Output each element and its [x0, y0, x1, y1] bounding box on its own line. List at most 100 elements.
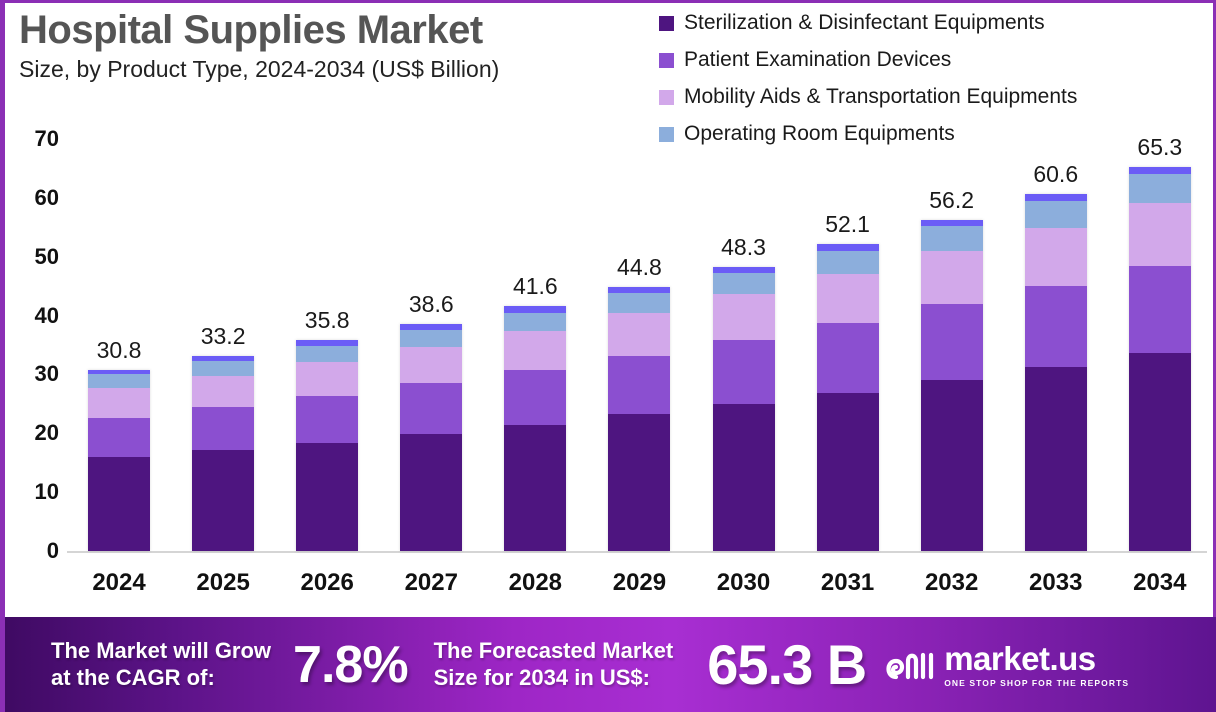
bar-segment[interactable]: [712, 340, 775, 405]
stacked-bar[interactable]: [712, 266, 775, 551]
x-axis-tick-label: 2025: [196, 569, 250, 596]
bar-segment[interactable]: [712, 273, 775, 295]
legend-item-label: Patient Examination Devices: [684, 48, 952, 71]
cagr-label-line1: The Market will Grow: [51, 637, 272, 663]
bar-segment[interactable]: [920, 220, 983, 227]
bar-column[interactable]: 56.2: [900, 121, 1004, 551]
bar-segment[interactable]: [920, 379, 983, 551]
bar-column[interactable]: 38.6: [379, 121, 483, 551]
bar-column[interactable]: 52.1: [796, 121, 900, 551]
stacked-bar[interactable]: [296, 340, 359, 551]
bar-segment[interactable]: [504, 312, 567, 331]
legend-item[interactable]: Mobility Aids & Transportation Equipment…: [659, 83, 1215, 111]
bar-total-label: 38.6: [408, 290, 454, 317]
bar-segment[interactable]: [504, 370, 567, 426]
bar-segment[interactable]: [816, 250, 879, 274]
bar-segment[interactable]: [504, 425, 567, 551]
bar-segment[interactable]: [400, 346, 463, 384]
bar-segment[interactable]: [816, 323, 879, 393]
bar-segment[interactable]: [88, 457, 151, 551]
bar-segment[interactable]: [88, 369, 151, 375]
bar-segment[interactable]: [1024, 201, 1087, 228]
bar-segment[interactable]: [88, 374, 151, 388]
bar-segment[interactable]: [400, 433, 463, 551]
bar-segment[interactable]: [504, 306, 567, 313]
stacked-bar[interactable]: [88, 369, 151, 551]
bar-segment[interactable]: [712, 294, 775, 341]
bar-segment[interactable]: [608, 414, 671, 551]
bar-segment[interactable]: [816, 392, 879, 551]
bar-column[interactable]: 60.6: [1004, 121, 1108, 551]
bar-segment[interactable]: [608, 313, 671, 356]
cagr-label: The Market will Grow at the CAGR of:: [51, 638, 271, 692]
market-us-logo[interactable]: market.us ONE STOP SHOP FOR THE REPORTS: [882, 642, 1129, 688]
stacked-bar[interactable]: [1128, 166, 1191, 551]
bar-segment[interactable]: [608, 293, 671, 314]
bar-segment[interactable]: [192, 450, 255, 551]
bar-segment[interactable]: [400, 329, 463, 347]
footer-banner: The Market will Grow at the CAGR of: 7.8…: [5, 617, 1216, 712]
bar-segment[interactable]: [88, 418, 151, 458]
bar-segment[interactable]: [296, 362, 359, 397]
legend-item[interactable]: Operating Room Equipments: [659, 120, 1215, 148]
bar-segment[interactable]: [1128, 174, 1191, 204]
bar-segment[interactable]: [192, 355, 255, 361]
stacked-bar[interactable]: [1024, 194, 1087, 551]
bar-segment[interactable]: [296, 340, 359, 347]
bar-segment[interactable]: [192, 375, 255, 408]
y-axis-tick-label: 10: [34, 479, 59, 505]
bar-segment[interactable]: [1024, 285, 1087, 367]
bar-column[interactable]: 41.6: [483, 121, 587, 551]
stacked-bar[interactable]: [920, 220, 983, 551]
bar-column[interactable]: 35.8: [275, 121, 379, 551]
bar-segment[interactable]: [712, 404, 775, 551]
bar-column[interactable]: 48.3: [692, 121, 796, 551]
bar-segment[interactable]: [400, 383, 463, 434]
legend-item-label: Operating Room Equipments: [684, 122, 955, 145]
bar-segment[interactable]: [1128, 265, 1191, 354]
stacked-bar[interactable]: [504, 306, 567, 551]
legend-swatch-icon: [659, 89, 674, 105]
bar-segment[interactable]: [296, 396, 359, 443]
bar-segment[interactable]: [1128, 353, 1191, 551]
bar-segment[interactable]: [1024, 194, 1087, 202]
y-axis-tick-label: 20: [34, 420, 59, 446]
y-axis-tick-label: 40: [34, 302, 59, 328]
bar-segment[interactable]: [920, 304, 983, 380]
bar-segment[interactable]: [192, 407, 255, 451]
bar-segment[interactable]: [1128, 166, 1191, 175]
bar-segment[interactable]: [400, 323, 463, 330]
bar-segment[interactable]: [920, 226, 983, 251]
bar-segment[interactable]: [816, 244, 879, 251]
bar-total-label: 30.8: [96, 336, 142, 363]
stacked-bar[interactable]: [608, 287, 671, 551]
bar-segment[interactable]: [920, 250, 983, 305]
bar-segment[interactable]: [816, 273, 879, 324]
bar-segment[interactable]: [192, 360, 255, 376]
legend-item[interactable]: Patient Examination Devices: [659, 46, 1215, 74]
legend-swatch-icon: [659, 15, 674, 31]
bar-segment[interactable]: [1024, 227, 1087, 286]
stacked-bar[interactable]: [400, 323, 463, 551]
logo-text: market.us ONE STOP SHOP FOR THE REPORTS: [944, 642, 1129, 688]
chart-plot-area: 0 10 20 30 40 50 60 70 30.8 33.2 35.8 38.6 41.6 44.8…: [5, 121, 1216, 563]
bar-total-label: 48.3: [721, 233, 766, 260]
stacked-bar[interactable]: [816, 244, 879, 551]
bar-segment[interactable]: [608, 287, 671, 294]
legend-item[interactable]: Sterilization & Disinfectant Equipments: [659, 9, 1215, 37]
bar-segment[interactable]: [608, 355, 671, 415]
bar-segment[interactable]: [504, 330, 567, 371]
y-axis-tick-label: 50: [34, 243, 59, 269]
bar-column[interactable]: 30.8: [67, 121, 171, 551]
bar-segment[interactable]: [296, 346, 359, 363]
bar-column[interactable]: 65.3: [1108, 121, 1212, 551]
stacked-bar[interactable]: [192, 355, 255, 551]
bar-segment[interactable]: [1128, 203, 1191, 266]
bar-column[interactable]: 44.8: [587, 121, 691, 551]
legend-swatch-icon: [659, 52, 674, 68]
bar-segment[interactable]: [88, 387, 151, 418]
bar-segment[interactable]: [296, 442, 359, 551]
bar-segment[interactable]: [1024, 366, 1087, 551]
bar-column[interactable]: 33.2: [171, 121, 275, 551]
bar-segment[interactable]: [712, 266, 775, 274]
